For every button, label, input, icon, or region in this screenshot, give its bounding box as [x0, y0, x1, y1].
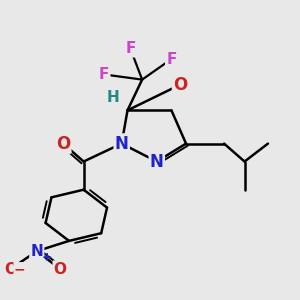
Text: F: F: [166, 52, 177, 67]
Text: O: O: [56, 135, 70, 153]
Text: N: N: [30, 244, 43, 259]
Text: H: H: [106, 90, 119, 105]
Text: N: N: [150, 152, 164, 170]
Text: +: +: [42, 251, 52, 264]
Text: F: F: [125, 41, 136, 56]
Text: O: O: [173, 76, 187, 94]
Text: O: O: [54, 262, 67, 277]
Text: F: F: [99, 67, 109, 82]
Text: −: −: [14, 262, 25, 276]
Text: O: O: [4, 262, 17, 277]
Text: H: H: [106, 90, 119, 105]
Text: N: N: [115, 135, 129, 153]
